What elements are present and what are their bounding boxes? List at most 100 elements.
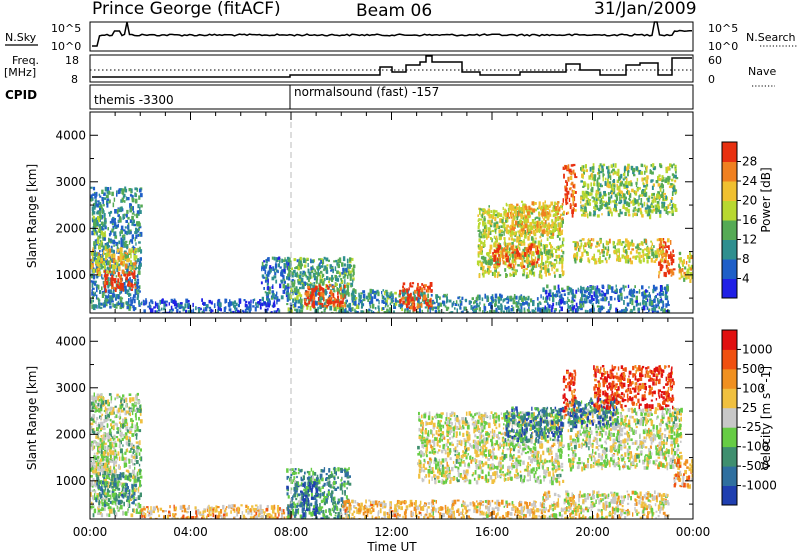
cell (96, 232, 98, 236)
cell (414, 297, 416, 302)
cell (649, 295, 651, 299)
cell (271, 276, 275, 281)
cell (655, 295, 657, 299)
cell (461, 296, 464, 300)
cell (109, 257, 112, 263)
cell (129, 265, 131, 270)
cell (353, 295, 356, 300)
cell (548, 309, 551, 313)
cell (558, 206, 561, 212)
cell (285, 261, 288, 265)
cell (373, 290, 377, 293)
cell (582, 198, 585, 202)
power-region-1 (90, 247, 138, 278)
cell (527, 260, 530, 265)
cell (599, 204, 602, 210)
cell (389, 307, 391, 311)
cell (607, 309, 610, 313)
power-region-12 (492, 242, 540, 269)
cell (98, 424, 101, 429)
cell (138, 225, 142, 229)
cell (614, 204, 617, 209)
cell (129, 248, 131, 254)
cell (317, 270, 319, 276)
cell (566, 300, 568, 304)
cell (635, 291, 639, 294)
cell (512, 263, 515, 269)
cell (543, 265, 546, 270)
cell (456, 308, 458, 313)
cell (524, 214, 526, 217)
cell (663, 192, 666, 195)
cell (99, 226, 102, 231)
cell (104, 252, 106, 255)
cell (564, 185, 568, 190)
cell (552, 221, 554, 227)
cell (552, 206, 554, 211)
cell (616, 196, 619, 201)
cell (297, 281, 301, 285)
cell (137, 289, 140, 292)
cell (664, 272, 667, 278)
cell (599, 171, 603, 174)
cell (671, 196, 674, 200)
cell (580, 196, 583, 201)
cell (333, 306, 337, 312)
cell (522, 302, 525, 306)
cell (547, 308, 550, 311)
cell (110, 270, 113, 274)
cell (139, 257, 142, 261)
cell (319, 287, 321, 291)
cell (307, 263, 309, 267)
cell (493, 309, 496, 313)
cell (618, 177, 620, 182)
cell (135, 281, 137, 285)
cell (443, 293, 446, 297)
cell (422, 284, 425, 288)
cell (653, 196, 656, 201)
cell (265, 274, 268, 277)
cell (134, 282, 137, 285)
cell (617, 185, 621, 190)
cell (359, 294, 362, 299)
cell (129, 260, 132, 265)
cell (126, 305, 129, 310)
cell (138, 222, 141, 227)
cell (124, 188, 128, 193)
cell (400, 297, 403, 302)
cell (287, 273, 290, 277)
cell (618, 189, 621, 193)
cell (657, 303, 660, 307)
cell (130, 513, 134, 518)
cell (502, 216, 505, 220)
cell (508, 308, 510, 313)
cell (407, 300, 410, 306)
cell (331, 286, 335, 289)
cell (513, 210, 516, 214)
cell (530, 230, 533, 234)
cell (496, 224, 499, 229)
cell (224, 306, 227, 310)
cell (622, 178, 625, 181)
cell (111, 248, 113, 253)
cell (134, 307, 136, 311)
cell (309, 297, 312, 302)
cell (589, 294, 591, 298)
cell (619, 197, 622, 200)
cell (646, 204, 649, 210)
cell (117, 278, 119, 283)
cell (102, 224, 105, 227)
cell (509, 253, 512, 258)
cell (674, 174, 677, 179)
cell (299, 262, 301, 268)
cell (553, 263, 556, 268)
cell (554, 308, 557, 312)
cell (530, 254, 533, 260)
cell (350, 285, 353, 288)
cell (283, 280, 286, 284)
cell (510, 208, 513, 213)
cell (345, 299, 347, 305)
cell (658, 174, 661, 177)
cell (478, 238, 481, 243)
cell (266, 294, 269, 299)
